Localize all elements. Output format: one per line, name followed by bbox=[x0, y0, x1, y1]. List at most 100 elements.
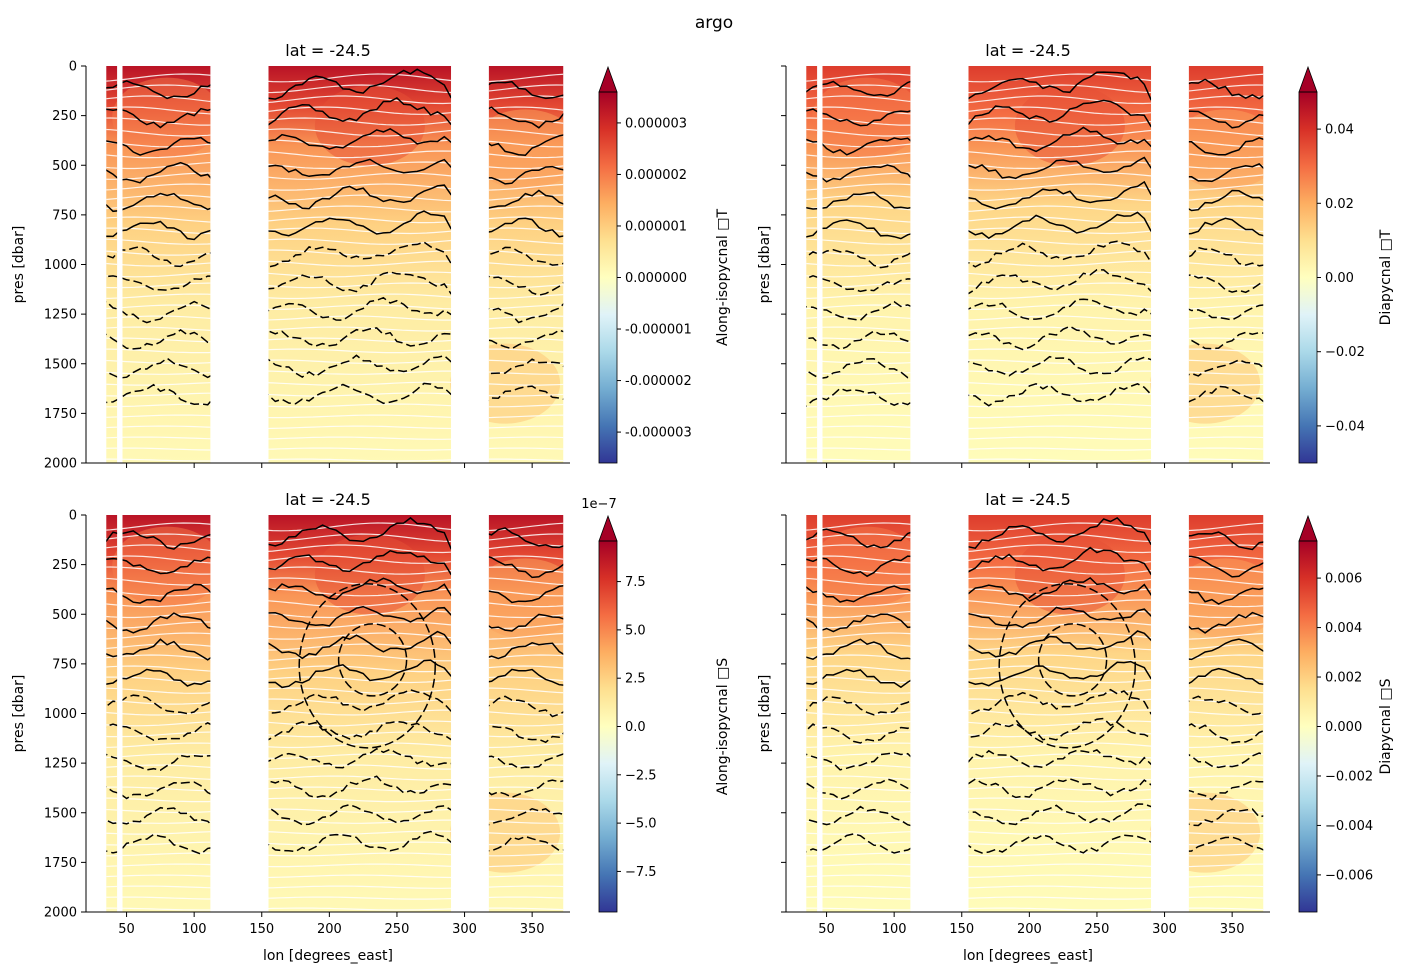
x-tick-label: 150 bbox=[949, 922, 974, 937]
y-tick-label: 1000 bbox=[44, 258, 77, 273]
x-axis-label: lon [degrees_east] bbox=[263, 948, 393, 964]
colorbar-extend-arrow bbox=[1298, 514, 1318, 542]
colorbar-tick-label: 0.02 bbox=[1325, 197, 1354, 212]
panel-title: lat = -24.5 bbox=[985, 41, 1071, 60]
x-tick-label: 100 bbox=[882, 922, 907, 937]
field-anomaly-blob bbox=[112, 77, 223, 158]
panel-2: lat = -24.5 pres [dbar] 0.04 0.02 0.00 −0.02 −… bbox=[757, 41, 1394, 468]
colorbar-offset-text: 1e−7 bbox=[581, 497, 616, 512]
panel-title: lat = -24.5 bbox=[985, 490, 1071, 509]
x-tick-label: 100 bbox=[182, 922, 207, 937]
y-tick-label: 500 bbox=[52, 608, 77, 623]
y-axis-label: pres [dbar] bbox=[11, 226, 27, 304]
x-tick-label: 200 bbox=[317, 922, 342, 937]
colorbar-tick-label: 7.5 bbox=[625, 575, 646, 590]
colorbar-label: Along-isopycnal □S bbox=[715, 658, 731, 795]
y-tick-label: 1500 bbox=[44, 806, 77, 821]
y-tick-label: 1500 bbox=[44, 357, 77, 372]
colorbar-tick-label: −0.004 bbox=[1325, 819, 1373, 834]
colorbar-tick-label: 0.0 bbox=[625, 720, 646, 735]
colorbar-tick-label: −0.02 bbox=[1325, 345, 1365, 360]
colorbar-tick-label: −0.006 bbox=[1325, 868, 1373, 883]
x-tick-label: 350 bbox=[1220, 922, 1245, 937]
colorbar-tick-label: 0.000000 bbox=[625, 271, 687, 286]
field-layer bbox=[806, 66, 1264, 463]
panel-title: lat = -24.5 bbox=[285, 490, 371, 509]
field-anomaly-blob bbox=[812, 77, 923, 158]
field-anomaly-blob bbox=[1150, 343, 1261, 424]
colorbar bbox=[1299, 92, 1317, 463]
field-anomaly-blob bbox=[1150, 792, 1261, 873]
y-axis-label: pres [dbar] bbox=[757, 675, 773, 753]
x-tick-label: 200 bbox=[1017, 922, 1042, 937]
colorbar-tick-label: −7.5 bbox=[625, 865, 657, 880]
x-tick-label: 350 bbox=[520, 922, 545, 937]
x-tick-label: 150 bbox=[249, 922, 274, 937]
x-tick-label: 300 bbox=[1152, 922, 1177, 937]
field-anomaly-blob bbox=[1170, 558, 1264, 639]
x-tick-label: 250 bbox=[385, 922, 410, 937]
field-anomaly-blob bbox=[1170, 109, 1264, 190]
colorbar-tick-label: -0.000003 bbox=[625, 426, 692, 441]
panel-3: 0 250 500 750 1000 1250 1500 1750 2000 50 100 150 20… bbox=[11, 490, 731, 964]
contour-ellipse bbox=[1037, 623, 1108, 697]
x-tick-label: 250 bbox=[1085, 922, 1110, 937]
panel-1: 0 250 500 750 1000 1250 1500 1750 2000 lat = -24.… bbox=[11, 41, 731, 472]
y-tick-label: 1250 bbox=[44, 308, 77, 323]
y-tick-label: 0 bbox=[69, 60, 77, 75]
y-tick-label: 1000 bbox=[44, 707, 77, 722]
colorbar-tick-label: 0.00 bbox=[1325, 271, 1354, 286]
colorbar-tick-label: 0.000 bbox=[1325, 720, 1362, 735]
contour-line bbox=[806, 717, 1264, 744]
panel-4: 50 100 150 200 250 300 350 lat = -24.5 pres [dba… bbox=[757, 490, 1394, 964]
colorbar-tick-label: 0.004 bbox=[1325, 621, 1362, 636]
colorbar-tick-label: −2.5 bbox=[625, 768, 657, 783]
contour-ellipse bbox=[337, 623, 408, 697]
y-tick-label: 250 bbox=[52, 558, 77, 573]
colorbar-extend-arrow bbox=[598, 514, 618, 542]
y-tick-label: 1750 bbox=[44, 407, 77, 422]
y-tick-label: 1750 bbox=[44, 856, 77, 871]
field-layer bbox=[106, 515, 564, 912]
contour-line bbox=[806, 382, 1264, 407]
colorbar-label: Along-isopycnal □T bbox=[715, 209, 731, 346]
colorbar-tick-label: 0.002 bbox=[1325, 671, 1362, 686]
colorbar-tick-label: 0.000003 bbox=[625, 116, 687, 131]
y-tick-label: 250 bbox=[52, 109, 77, 124]
colorbar bbox=[599, 92, 617, 463]
colorbar-tick-label: 0.000001 bbox=[625, 219, 687, 234]
y-tick-label: 1250 bbox=[44, 757, 77, 772]
y-tick-label: 750 bbox=[52, 657, 77, 672]
contour-ellipse bbox=[298, 583, 436, 749]
colorbar-extend-arrow bbox=[1298, 65, 1318, 93]
panel-title: lat = -24.5 bbox=[285, 41, 371, 60]
field-anomaly-blob bbox=[450, 792, 561, 873]
field-anomaly-blob bbox=[450, 343, 561, 424]
colorbar-label: Diapycnal □T bbox=[1378, 229, 1394, 325]
colorbar bbox=[1299, 541, 1317, 912]
x-axis-label: lon [degrees_east] bbox=[963, 948, 1093, 964]
field-layer bbox=[106, 66, 564, 463]
field-layer bbox=[806, 515, 1264, 912]
figure-suptitle: argo bbox=[695, 13, 733, 33]
colorbar-tick-label: -0.000002 bbox=[625, 374, 692, 389]
y-axis-label: pres [dbar] bbox=[11, 675, 27, 753]
colorbar-tick-label: -0.000001 bbox=[625, 323, 692, 338]
colorbar-tick-label: 0.04 bbox=[1325, 123, 1354, 138]
colorbar bbox=[599, 541, 617, 912]
x-tick-label: 50 bbox=[118, 922, 135, 937]
field-anomaly-blob bbox=[112, 526, 223, 607]
colorbar-tick-label: −0.04 bbox=[1325, 419, 1365, 434]
y-axis-label: pres [dbar] bbox=[757, 226, 773, 304]
y-tick-label: 750 bbox=[52, 208, 77, 223]
contour-ellipse bbox=[998, 583, 1136, 749]
y-tick-label: 0 bbox=[69, 509, 77, 524]
colorbar-tick-label: −0.002 bbox=[1325, 769, 1373, 784]
y-tick-label: 2000 bbox=[44, 906, 77, 921]
colorbar-label: Diapycnal □S bbox=[1378, 678, 1394, 774]
x-tick-label: 300 bbox=[452, 922, 477, 937]
colorbar-tick-label: −5.0 bbox=[625, 817, 657, 832]
y-tick-label: 500 bbox=[52, 159, 77, 174]
